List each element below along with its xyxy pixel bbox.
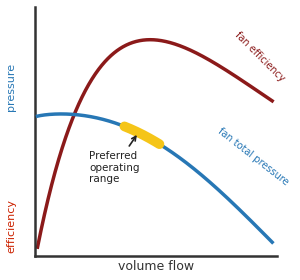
Text: fan efficiency: fan efficiency	[233, 30, 287, 83]
X-axis label: volume flow: volume flow	[118, 260, 194, 273]
Text: pressure: pressure	[6, 62, 16, 111]
Text: efficiency: efficiency	[6, 199, 16, 253]
Text: fan total pressure: fan total pressure	[216, 126, 291, 187]
Text: Preferred
operating
range: Preferred operating range	[89, 136, 140, 184]
